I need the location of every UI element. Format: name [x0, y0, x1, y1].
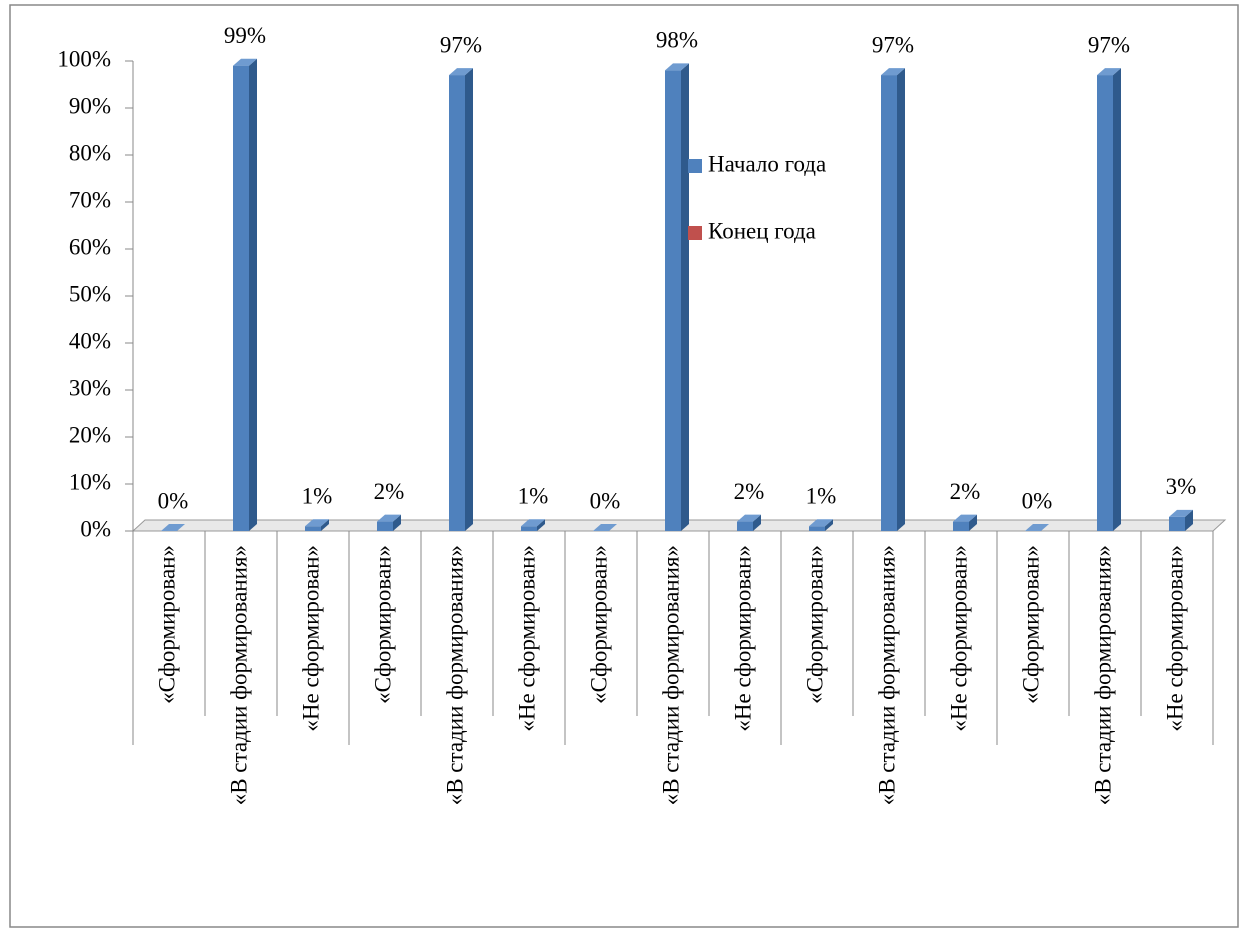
chart-border — [9, 4, 1239, 928]
y-tick-label: 30% — [69, 375, 111, 400]
x-tick-label: «Сформирован» — [370, 545, 395, 704]
x-tick-label: «Сформирован» — [1018, 545, 1043, 704]
x-tick-label: «Не сформирован» — [1162, 545, 1187, 732]
bar — [1169, 516, 1185, 531]
bar-top — [953, 514, 977, 522]
data-label: 99% — [224, 23, 266, 48]
bar-side — [1185, 509, 1193, 531]
bar-side — [1113, 68, 1121, 531]
bar-top — [881, 68, 905, 76]
x-tick-label: «В стадии формирования» — [442, 545, 467, 805]
bar — [737, 521, 753, 531]
y-tick-label: 0% — [80, 516, 111, 541]
x-tick-label: «В стадии формирования» — [658, 545, 683, 805]
y-tick-label: 50% — [69, 281, 111, 306]
data-label: 0% — [1022, 488, 1053, 513]
x-tick-label: «Не сформирован» — [946, 545, 971, 732]
data-label: 97% — [440, 32, 482, 57]
x-tick-label: «В стадии формирования» — [874, 545, 899, 805]
bar-top — [1097, 68, 1121, 76]
y-tick-label: 70% — [69, 187, 111, 212]
y-tick-label: 90% — [69, 93, 111, 118]
x-tick-label: «В стадии формирования» — [1090, 545, 1115, 805]
data-label: 98% — [656, 28, 698, 53]
data-label: 0% — [158, 488, 189, 513]
y-tick-label: 40% — [69, 328, 111, 353]
x-tick-label: «В стадии формирования» — [226, 545, 251, 805]
data-label: 2% — [734, 479, 765, 504]
data-label: 97% — [1088, 32, 1130, 57]
bar-side — [393, 514, 401, 531]
bar-side — [897, 68, 905, 531]
x-tick-label: «Не сформирован» — [298, 545, 323, 732]
bar — [521, 526, 537, 531]
legend-swatch — [688, 159, 702, 173]
bar — [233, 65, 249, 531]
data-label: 0% — [590, 488, 621, 513]
bar-side — [465, 68, 473, 531]
bar-side — [681, 63, 689, 532]
data-label: 97% — [872, 32, 914, 57]
y-tick-label: 80% — [69, 140, 111, 165]
data-label: 2% — [950, 479, 981, 504]
data-label: 1% — [518, 484, 549, 509]
bar-top — [809, 519, 833, 527]
y-tick-label: 60% — [69, 234, 111, 259]
bar-top — [593, 524, 617, 531]
bar — [953, 521, 969, 531]
bar-top — [377, 514, 401, 522]
x-tick-label: «Не сформирован» — [514, 545, 539, 732]
legend-label: Начало года — [708, 151, 826, 176]
bar-side — [753, 514, 761, 531]
data-label: 1% — [302, 484, 333, 509]
bar — [665, 70, 681, 532]
bar-top — [521, 519, 545, 527]
data-label: 3% — [1166, 474, 1197, 499]
legend-label: Конец года — [708, 218, 816, 243]
bar-top — [665, 63, 689, 71]
bar-top — [161, 524, 185, 531]
bar-side — [537, 519, 545, 531]
bar — [377, 521, 393, 531]
bar-side — [825, 519, 833, 531]
bar-top — [1169, 509, 1193, 517]
data-label: 2% — [374, 479, 405, 504]
bar-top — [1025, 524, 1049, 531]
bar-top — [233, 58, 257, 66]
bar-top — [305, 519, 329, 527]
bar-side — [969, 514, 977, 531]
x-tick-label: «Не сформирован» — [730, 545, 755, 732]
bar-top — [737, 514, 761, 522]
bar — [881, 75, 897, 531]
x-tick-label: «Сформирован» — [586, 545, 611, 704]
bar-top — [449, 68, 473, 76]
y-tick-label: 10% — [69, 469, 111, 494]
bar-side — [249, 58, 257, 531]
bar — [809, 526, 825, 531]
data-label: 1% — [806, 484, 837, 509]
bar — [305, 526, 321, 531]
y-tick-label: 20% — [69, 422, 111, 447]
legend-swatch — [688, 226, 702, 240]
bar — [1097, 75, 1113, 531]
x-tick-label: «Сформирован» — [802, 545, 827, 704]
bar — [449, 75, 465, 531]
bar-side — [321, 519, 329, 531]
x-tick-label: «Сформирован» — [154, 545, 179, 704]
y-tick-label: 100% — [57, 46, 111, 71]
